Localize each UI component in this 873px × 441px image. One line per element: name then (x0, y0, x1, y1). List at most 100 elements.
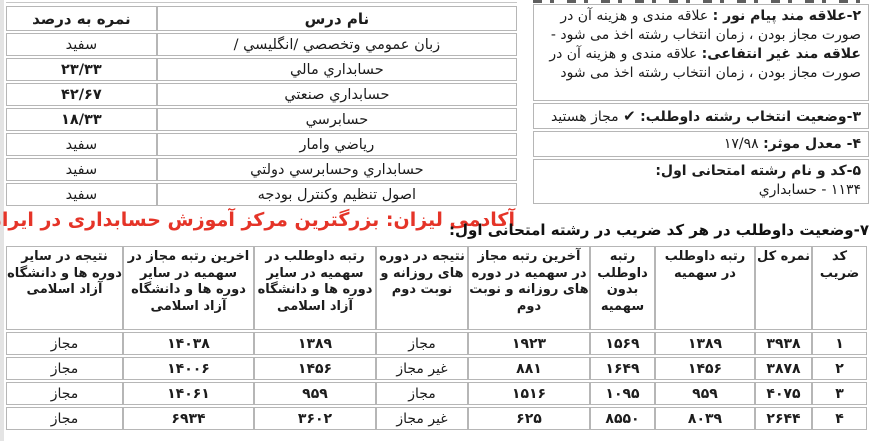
course-row: حسابداري صنعتي ۴۲/۶۷ (6, 83, 517, 106)
course-score-cell: سفید (6, 158, 157, 181)
page-edge-strip (0, 0, 4, 441)
result-cell: ۸۰۳۹ (655, 407, 755, 430)
result-cell: ۹۵۹ (254, 382, 376, 405)
result-row: ۱ ۳۹۳۸ ۱۳۸۹ ۱۵۶۹ ۱۹۲۳ مجاز ۱۳۸۹ ۱۴۰۳۸ مجاز (6, 332, 867, 355)
result-cell: ۹۵۹ (655, 382, 755, 405)
result-cell: ۳۶۰۲ (254, 407, 376, 430)
nonprofit-interest-label: علاقه مند غیر انتفاعی: (701, 46, 861, 62)
result-cell: ۲ (812, 357, 867, 380)
result-table-body: ۱ ۳۹۳۸ ۱۳۸۹ ۱۵۶۹ ۱۹۲۳ مجاز ۱۳۸۹ ۱۴۰۳۸ مجاز ۲ ۳۸۷۸ ۱… (6, 332, 867, 430)
info-item-first-major: ۵-کد و نام رشته امتحانی اول: ۱۱۳۴ - حساب… (533, 159, 869, 204)
course-name-cell: حسابداري وحسابرسي دولتي (156, 158, 517, 181)
course-score-header: نمره به درصد (6, 6, 157, 31)
result-cell: مجاز (376, 332, 468, 355)
info-item-selection-status: ۳-وضعیت انتخاب رشته داوطلب: ✔ مجاز هستید (533, 103, 869, 129)
course-score-cell: ۱۸/۳۳ (6, 108, 157, 131)
result-cell: ۱۳۸۹ (655, 332, 755, 355)
result-cell: ۶۹۳۴ (123, 407, 254, 430)
result-cell: غیر مجاز (376, 357, 468, 380)
coefficient-result-table: کد ضریب نمره کل رتبه داوطلب در سهمیه رتبه د… (6, 244, 867, 432)
course-scores-body: زبان عمومي وتخصصي /انگليسي / سفید حسابداري… (6, 33, 517, 206)
result-row: ۲ ۳۸۷۸ ۱۴۵۶ ۱۶۴۹ ۸۸۱ غیر مجاز ۱۴۵۶ ۱۴۰۰۶ مجاز (6, 357, 867, 380)
course-name-cell: حسابداري صنعتي (156, 83, 517, 106)
cropped-row-fragment-left (6, 0, 517, 3)
gpa-label: ۴- معدل موثر: (763, 136, 861, 152)
payamnoor-interest-text: علاقه مندی و هزینه آن در صورت مجاز بودن … (550, 8, 861, 43)
course-score-cell: سفید (6, 33, 157, 56)
selection-status-value: مجاز هستید (550, 109, 619, 125)
result-cell: ۴ (812, 407, 867, 430)
course-row: اصول تنظيم وكنترل بودجه سفید (6, 183, 517, 206)
result-cell: ۸۵۵۰ (590, 407, 655, 430)
result-header-cell: رتبه داوطلب بدون سهمیه (590, 246, 655, 330)
result-header-cell: رتبه داوطلب در سهمیه (655, 246, 755, 330)
payamnoor-interest-label: ۲-علاقه مند پیام نور : (712, 8, 861, 24)
result-cell: ۱۴۰۰۶ (123, 357, 254, 380)
academy-banner: آکادمی لیزان: بزرگترین مرکز آموزش حسابدا… (0, 209, 515, 231)
result-cell: ۳ (812, 382, 867, 405)
course-name-header: نام درس (156, 6, 517, 31)
result-cell: مجاز (376, 382, 468, 405)
result-cell: مجاز (6, 382, 123, 405)
course-name-cell: اصول تنظيم وكنترل بودجه (156, 183, 517, 206)
first-major-label: ۵-کد و نام رشته امتحانی اول: (655, 163, 861, 179)
result-cell: ۶۲۵ (468, 407, 590, 430)
gpa-value: ۱۷/۹۸ (723, 136, 759, 152)
result-cell: مجاز (6, 407, 123, 430)
course-row: زبان عمومي وتخصصي /انگليسي / سفید (6, 33, 517, 56)
course-row: حسابداري وحسابرسي دولتي سفید (6, 158, 517, 181)
course-scores-header-row: نام درس نمره به درصد (6, 6, 517, 31)
result-cell: ۱۴۵۶ (254, 357, 376, 380)
info-item-interest: ۲-علاقه مند پیام نور : علاقه مندی و هزین… (533, 4, 869, 101)
checkmark-icon: ✔ (623, 107, 636, 125)
result-cell: ۱۹۲۳ (468, 332, 590, 355)
nonprofit-interest-text: علاقه مندی و هزینه آن در صورت مجاز بودن … (549, 46, 861, 81)
course-score-cell: ۴۲/۶۷ (6, 83, 157, 106)
course-name-cell: حسابرسي (156, 108, 517, 131)
result-cell: ۱۶۴۹ (590, 357, 655, 380)
result-header-cell: اخرین رتبه مجاز در سهمیه در سایر دوره ها… (123, 246, 254, 330)
section7-title: ۷-وضعیت داوطلب در هر کد ضریب در رشته امت… (449, 221, 869, 239)
result-header-cell: نمره کل (755, 246, 812, 330)
course-name-cell: حسابداري مالي (156, 58, 517, 81)
result-cell: ۳۹۳۸ (755, 332, 812, 355)
cropped-text-fragment-right (533, 0, 868, 3)
result-header-cell: نتیجه در سایر دوره ها و دانشگاه آزاد اسل… (6, 246, 123, 330)
result-cell: ۱۵۱۶ (468, 382, 590, 405)
result-header-cell: آخرین رتبه مجاز در سهمیه در دوره های روز… (468, 246, 590, 330)
result-row: ۳ ۴۰۷۵ ۹۵۹ ۱۰۹۵ ۱۵۱۶ مجاز ۹۵۹ ۱۴۰۶۱ مجاز (6, 382, 867, 405)
result-cell: ۲۶۴۴ (755, 407, 812, 430)
course-row: حسابداري مالي ۲۳/۳۳ (6, 58, 517, 81)
course-score-cell: سفید (6, 183, 157, 206)
result-cell: مجاز (6, 332, 123, 355)
result-cell: ۱۳۸۹ (254, 332, 376, 355)
result-cell: غیر مجاز (376, 407, 468, 430)
candidate-info-panel: ۲-علاقه مند پیام نور : علاقه مندی و هزین… (533, 4, 869, 206)
result-header-cell: کد ضریب (812, 246, 867, 330)
course-scores-table: نام درس نمره به درصد زبان عمومي وتخصصي /… (6, 4, 517, 208)
selection-status-label: ۳-وضعیت انتخاب رشته داوطلب: (640, 109, 861, 125)
course-row: رياضي وامار سفید (6, 133, 517, 156)
result-cell: ۱۴۵۶ (655, 357, 755, 380)
result-header-row: کد ضریب نمره کل رتبه داوطلب در سهمیه رتبه د… (6, 246, 867, 330)
course-name-cell: زبان عمومي وتخصصي /انگليسي / (156, 33, 517, 56)
course-score-cell: ۲۳/۳۳ (6, 58, 157, 81)
result-header-cell: نتیجه در دوره های روزانه و نوبت دوم (376, 246, 468, 330)
result-cell: ۱۰۹۵ (590, 382, 655, 405)
result-cell: ۸۸۱ (468, 357, 590, 380)
result-row: ۴ ۲۶۴۴ ۸۰۳۹ ۸۵۵۰ ۶۲۵ غیر مجاز ۳۶۰۲ ۶۹۳۴ مجاز (6, 407, 867, 430)
info-item-gpa: ۴- معدل موثر: ۱۷/۹۸ (533, 131, 869, 157)
course-name-cell: رياضي وامار (156, 133, 517, 156)
course-score-cell: سفید (6, 133, 157, 156)
result-cell: مجاز (6, 357, 123, 380)
result-cell: ۴۰۷۵ (755, 382, 812, 405)
result-cell: ۱۵۶۹ (590, 332, 655, 355)
result-cell: ۱ (812, 332, 867, 355)
result-cell: ۱۴۰۳۸ (123, 332, 254, 355)
result-cell: ۱۴۰۶۱ (123, 382, 254, 405)
result-cell: ۳۸۷۸ (755, 357, 812, 380)
first-major-value: ۱۱۳۴ - حسابداري (758, 182, 861, 198)
result-header-cell: رتبه داوطلب در سهمیه در سایر دوره ها و د… (254, 246, 376, 330)
course-row: حسابرسي ۱۸/۳۳ (6, 108, 517, 131)
